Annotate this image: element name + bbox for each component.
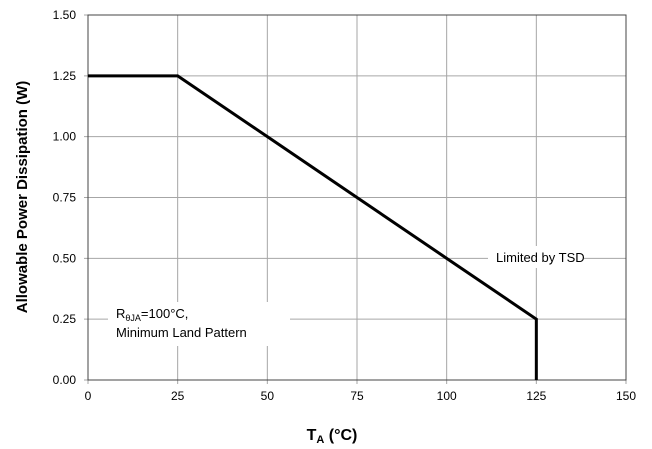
y-tick-label: 1.00 xyxy=(53,130,77,144)
y-tick-label: 0.75 xyxy=(53,191,77,205)
y-tick-label: 0.50 xyxy=(53,251,77,265)
x-tick-label: 25 xyxy=(171,389,185,403)
x-tick-label: 75 xyxy=(350,389,364,403)
plot-area-frame xyxy=(87,14,627,381)
x-axis-title-subscript: A xyxy=(316,434,324,446)
x-tick-label: 125 xyxy=(526,389,546,403)
x-axis-tick-labels: 0 25 50 75 100 125 150 xyxy=(85,389,637,403)
tsd-annotation-background xyxy=(488,246,584,268)
tsd-annotation: Limited by TSD xyxy=(496,250,585,265)
y-tick-label: 0.25 xyxy=(53,312,77,326)
y-tick-label: 0.00 xyxy=(53,373,77,387)
x-tick-label: 50 xyxy=(261,389,275,403)
rth-annotation-line2: Minimum Land Pattern xyxy=(116,325,247,340)
x-tick-label: 100 xyxy=(437,389,457,403)
rth-annotation-line1: RθJA=100°C, xyxy=(116,306,188,323)
rth-annotation-background xyxy=(108,302,290,346)
rth-subscript: θJA xyxy=(125,313,141,323)
derating-curve-line xyxy=(88,74,538,380)
y-axis-title: Allowable Power Dissipation (W) xyxy=(14,81,31,314)
y-tick-label: 1.50 xyxy=(53,8,77,22)
x-tick-label: 0 xyxy=(85,389,92,403)
y-tick-label: 1.25 xyxy=(53,69,77,83)
rth-symbol: R xyxy=(116,306,125,321)
x-axis-title-main: T xyxy=(307,427,317,444)
rth-value: =100°C, xyxy=(141,306,188,321)
x-axis-title-unit: (°C) xyxy=(324,427,357,444)
y-axis-tick-labels: 0.00 0.25 0.50 0.75 1.00 1.25 1.50 xyxy=(53,8,77,387)
series-layer xyxy=(88,74,538,380)
x-tick-label: 150 xyxy=(616,389,636,403)
x-axis-title: TA (°C) xyxy=(307,427,358,446)
